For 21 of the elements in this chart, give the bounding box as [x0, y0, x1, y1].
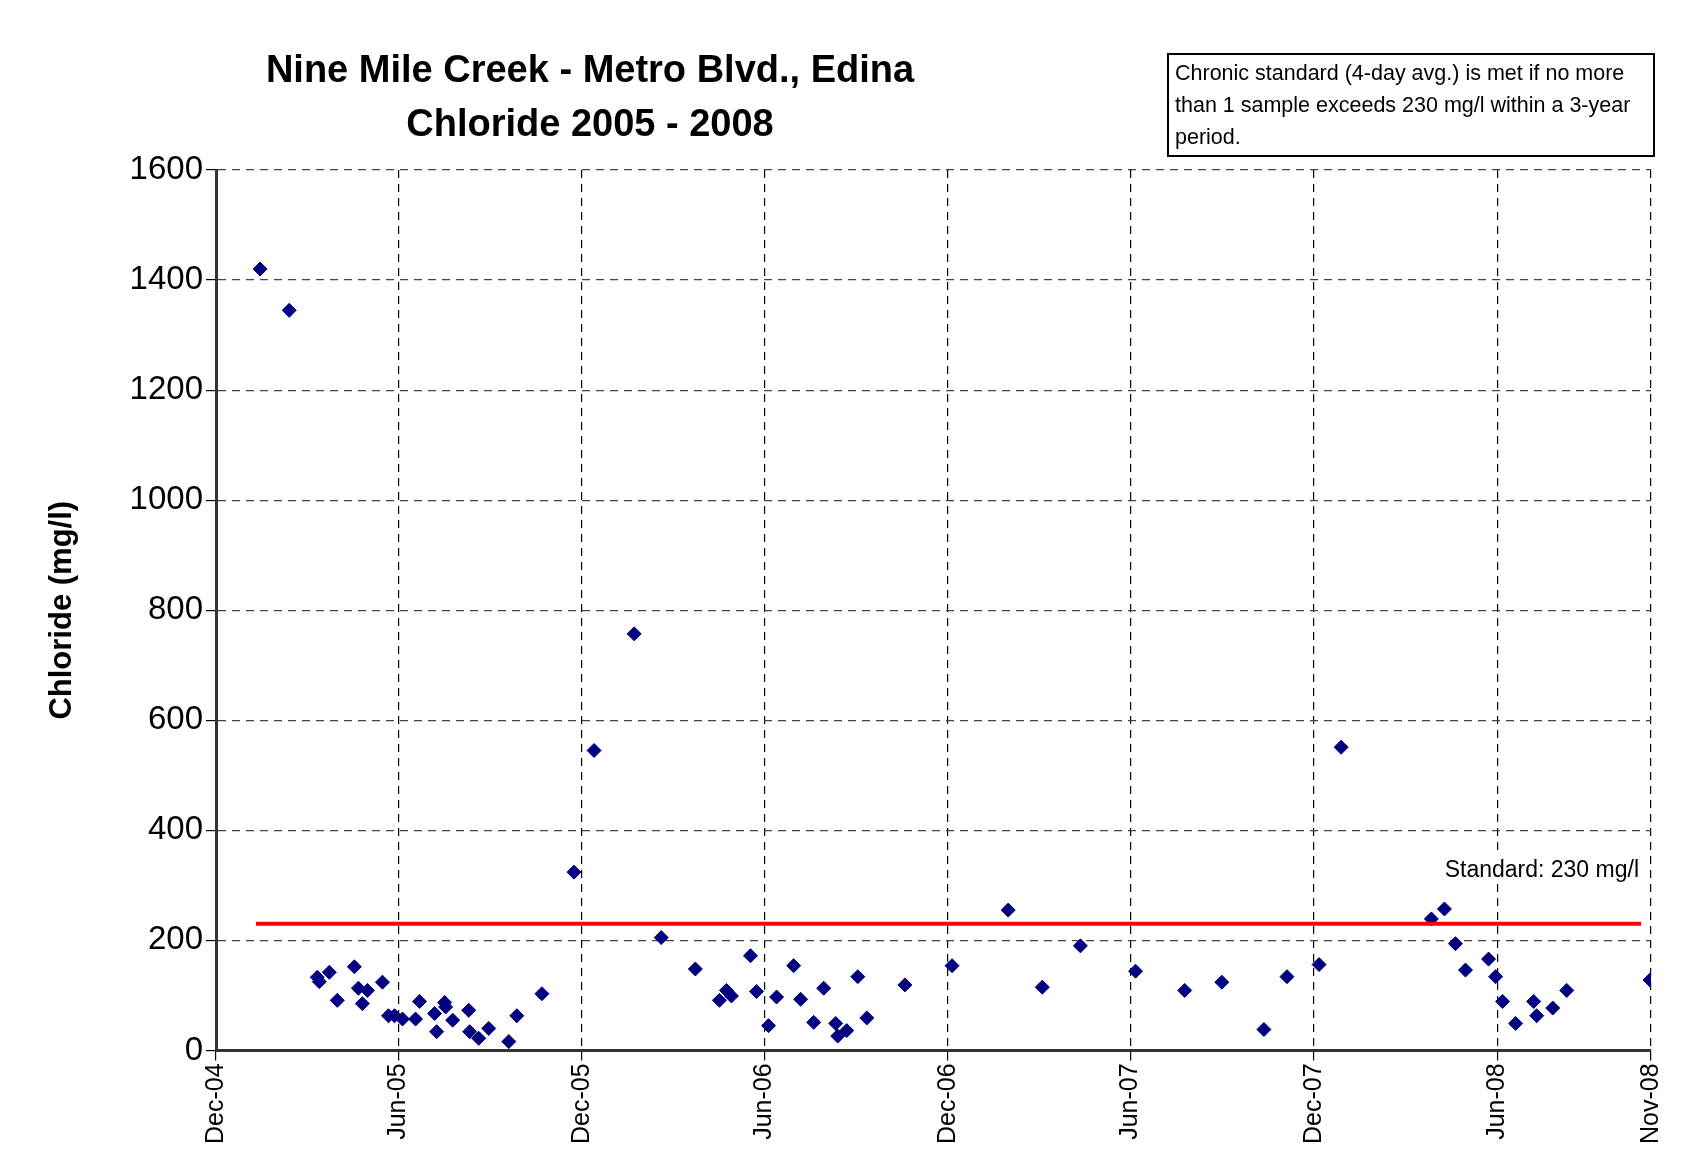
- y-tick-label: 1000: [129, 479, 203, 517]
- y-tick-label: 400: [147, 809, 203, 847]
- y-axis-title: Chloride (mg/l): [43, 500, 79, 720]
- x-tick-label: Jun-08: [1481, 1063, 1510, 1140]
- y-tick-label: 600: [147, 699, 203, 737]
- x-tick-label: Jun-06: [748, 1063, 777, 1140]
- x-tick-label: Dec-07: [1297, 1063, 1326, 1144]
- y-tick-label: 200: [147, 919, 203, 957]
- chart-title: Nine Mile Creek - Metro Blvd., Edina: [264, 47, 916, 92]
- text: Chronic standard (4-day avg.) is met if no more than 1 sample exceeds 230 mg/l within a 3-year period.: [1167, 53, 1655, 157]
- x-tick-label: Dec-06: [931, 1063, 960, 1144]
- x-tick-label: Nov-08: [1634, 1063, 1663, 1144]
- y-tick-label: 1400: [129, 259, 203, 297]
- y-tick-label: 800: [147, 589, 203, 627]
- x-tick-label: Dec-05: [565, 1063, 594, 1144]
- x-tick-label: Jun-05: [382, 1063, 411, 1140]
- y-tick-label: 1600: [129, 149, 203, 187]
- ref-line-label: Standard: 230 mg/l: [1444, 855, 1639, 882]
- chart-subtitle: Chloride 2005 - 2008: [405, 101, 775, 146]
- x-tick-label: Jun-07: [1114, 1063, 1143, 1140]
- y-tick-label: 1200: [129, 369, 203, 407]
